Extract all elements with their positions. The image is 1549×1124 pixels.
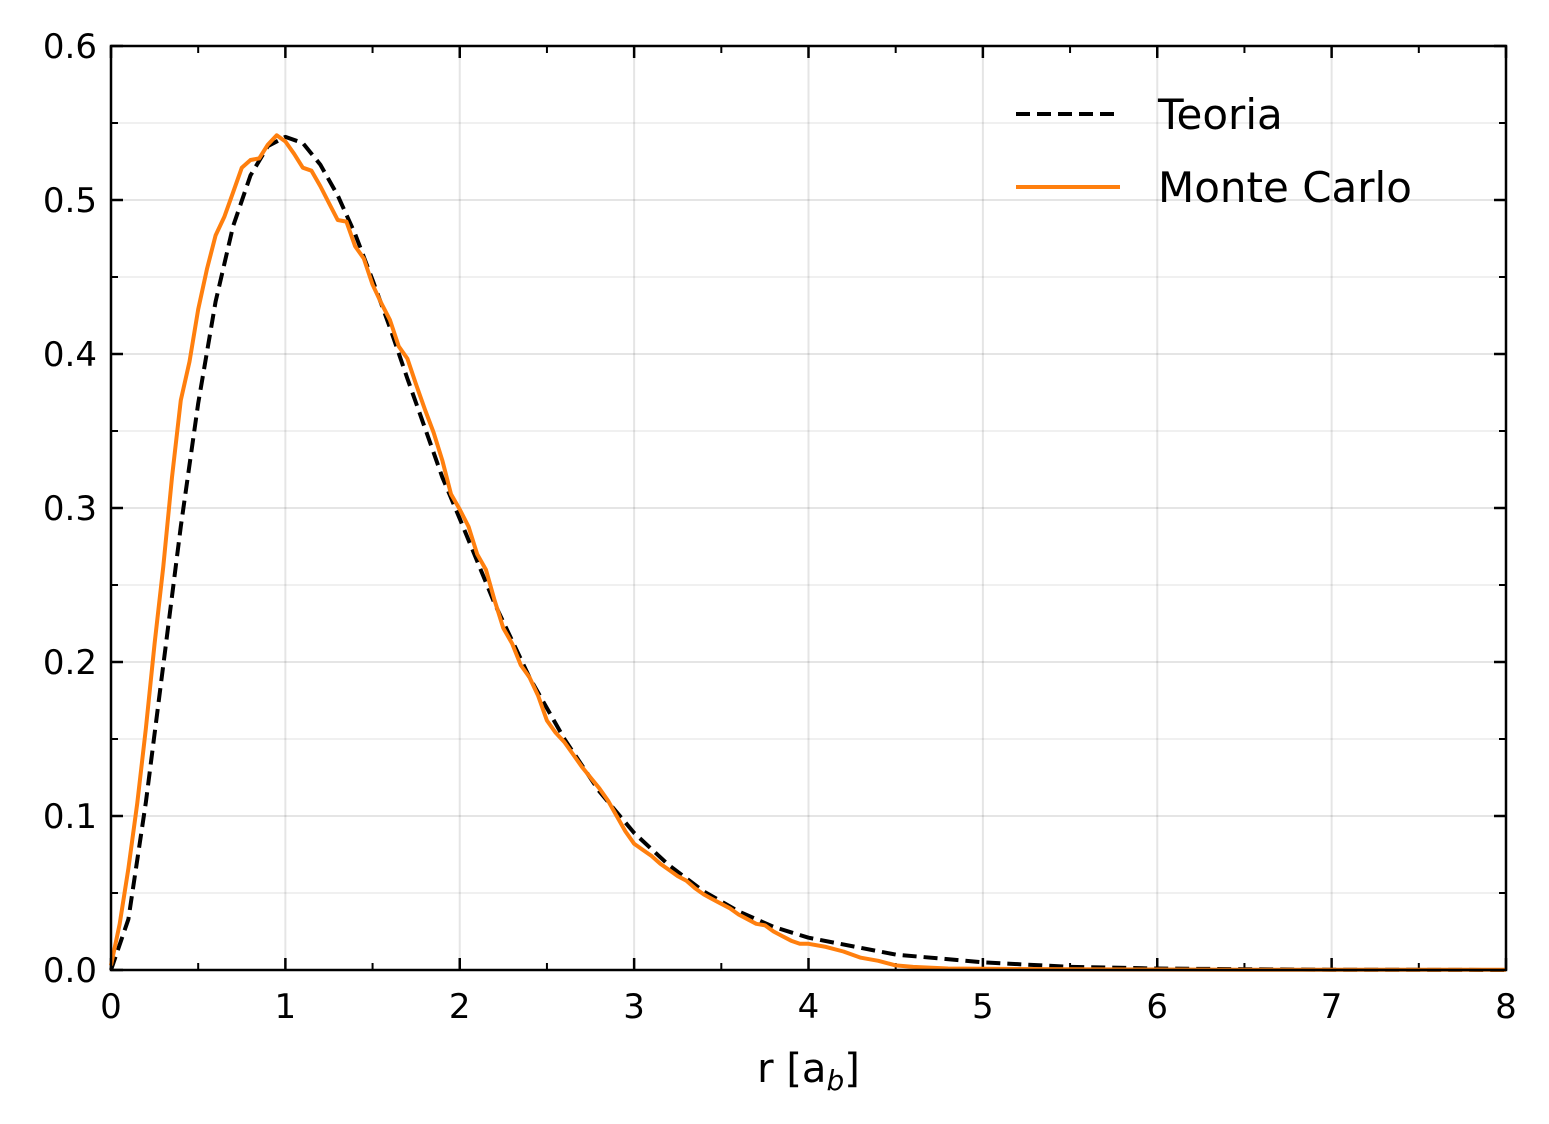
y-tick-label: 0.4 [43, 335, 97, 375]
x-tick-label: 6 [1146, 987, 1168, 1027]
legend: Teoria Monte Carlo [1016, 90, 1412, 212]
y-tick-label: 0.5 [43, 181, 97, 221]
x-axis-label-close: ] [844, 1046, 860, 1092]
y-tick-label: 0.0 [43, 951, 97, 991]
x-tick-label: 1 [275, 987, 297, 1027]
series-group [109, 133, 1507, 972]
y-tick-label: 0.1 [43, 797, 97, 837]
series-line-monte-carlo [109, 133, 1506, 972]
x-axis-label: r [ab] [757, 1046, 860, 1097]
x-axis-label-main: r [a [757, 1046, 826, 1092]
x-tick-label: 0 [100, 987, 122, 1027]
x-tick-label: 5 [972, 987, 994, 1027]
y-tick-label: 0.2 [43, 643, 97, 683]
y-tick-label: 0.6 [43, 27, 97, 67]
legend-label-monte-carlo: Monte Carlo [1158, 163, 1412, 212]
plot-frame [109, 44, 1508, 972]
x-tick-label: 8 [1495, 987, 1517, 1027]
x-tick-label: 3 [623, 987, 645, 1027]
x-tick-label: 7 [1321, 987, 1343, 1027]
x-axis-label-subscript: b [826, 1064, 844, 1097]
legend-label-teoria: Teoria [1157, 90, 1283, 139]
y-tick-label: 0.3 [43, 489, 97, 529]
x-tick-label: 2 [449, 987, 471, 1027]
tick-labels: 0 1 2 3 4 5 6 7 8 0.0 0.1 0.2 0.3 0.4 0.5 0.6 [43, 27, 1517, 1027]
x-tick-label: 4 [798, 987, 820, 1027]
series-line-teoria [109, 134, 1507, 972]
